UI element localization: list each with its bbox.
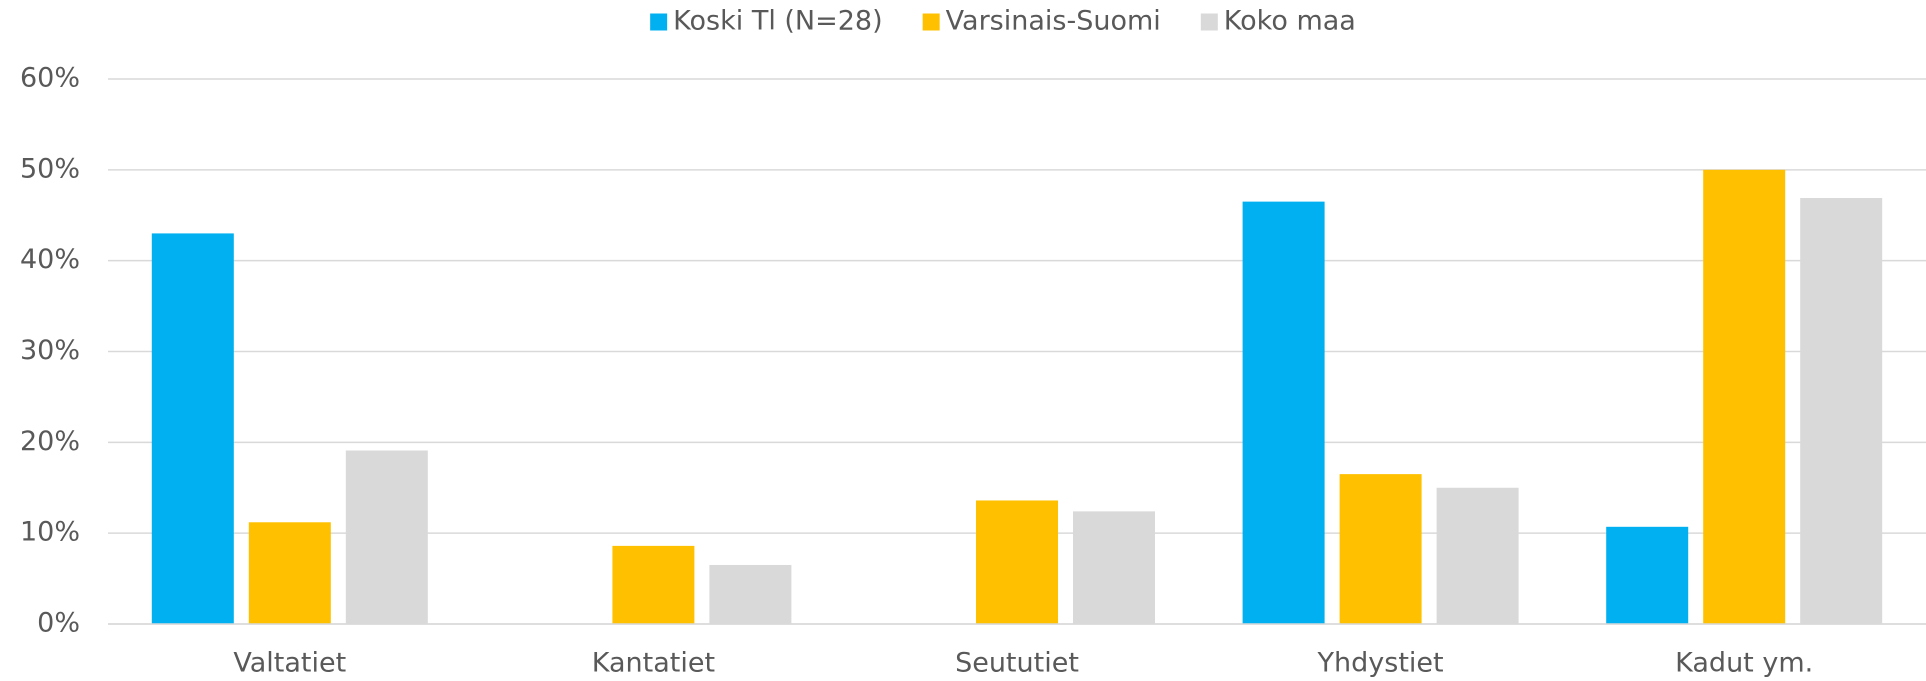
- y-tick-label: 50%: [20, 153, 80, 184]
- x-tick-label: Seututiet: [955, 648, 1079, 679]
- legend-swatch: [922, 13, 940, 31]
- y-tick-label: 0%: [37, 608, 80, 639]
- bar: [709, 564, 792, 624]
- y-tick-label: 60%: [20, 63, 80, 94]
- bar: [1606, 526, 1689, 624]
- y-tick-label: 10%: [20, 517, 80, 548]
- bar: [1703, 169, 1786, 625]
- x-tick-label: Yhdystiet: [1317, 648, 1444, 679]
- bar: [345, 450, 428, 624]
- bar: [1800, 197, 1883, 624]
- bar: [248, 522, 331, 624]
- x-tick-label: Kadut ym.: [1675, 648, 1813, 679]
- bar: [1436, 487, 1519, 624]
- legend-swatch: [1200, 13, 1218, 31]
- y-tick-label: 40%: [20, 244, 80, 275]
- bar: [976, 500, 1058, 624]
- bar: [151, 233, 234, 624]
- x-tick-label: Kantatiet: [592, 648, 715, 679]
- legend-swatch: [650, 13, 668, 31]
- y-tick-label: 30%: [20, 335, 80, 366]
- legend-label: Koko maa: [1224, 6, 1356, 37]
- bar: [1242, 201, 1325, 624]
- bar: [1073, 511, 1155, 624]
- legend-label: Koski Tl (N=28): [673, 6, 883, 37]
- bar: [1339, 474, 1422, 624]
- legend-label: Varsinais-Suomi: [946, 6, 1161, 37]
- y-tick-label: 20%: [20, 426, 80, 457]
- x-tick-label: Valtatiet: [233, 648, 346, 679]
- bar: [612, 545, 695, 624]
